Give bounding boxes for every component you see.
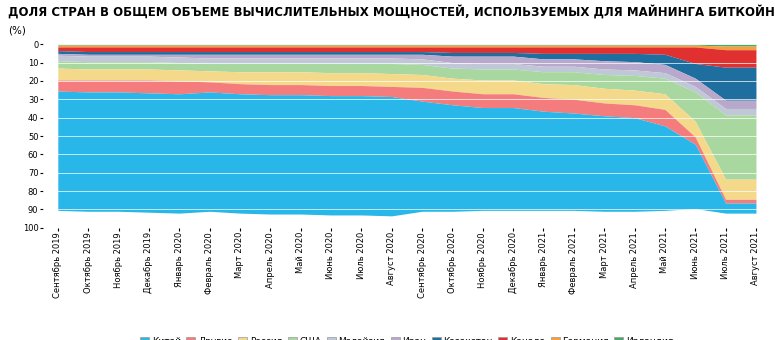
Text: (%): (%) [8, 26, 26, 35]
Legend: Китай, Другие, Россия, США, Малайзия, Иран, Казахстан, Канада, Германия, Ирланди: Китай, Другие, Россия, США, Малайзия, Ир… [136, 333, 677, 340]
Text: ДОЛЯ СТРАН В ОБЩЕМ ОБЪЕМЕ ВЫЧИСЛИТЕЛЬНЫХ МОЩНОСТЕЙ, ИСПОЛЬЗУЕМЫХ ДЛЯ МАЙНИНГА БИ: ДОЛЯ СТРАН В ОБЩЕМ ОБЪЕМЕ ВЫЧИСЛИТЕЛЬНЫХ… [8, 5, 775, 19]
